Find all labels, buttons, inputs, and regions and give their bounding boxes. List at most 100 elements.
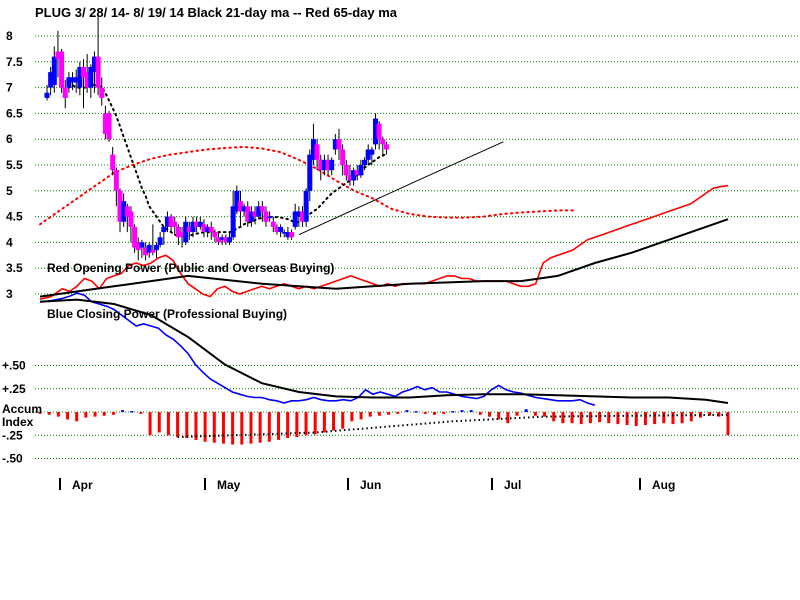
accum-bar — [56, 412, 60, 417]
trendline-path — [298, 141, 504, 236]
chart-title: PLUG 3/ 28/ 14- 8/ 19/ 14 Black 21-day m… — [35, 5, 398, 20]
candle-body — [91, 56, 97, 73]
price-tick-label: 3.5 — [6, 261, 23, 275]
accum-bar — [598, 412, 602, 423]
accum-bar — [350, 412, 354, 422]
price-tick-label: 8 — [6, 29, 13, 43]
accum-bar — [313, 412, 317, 435]
price-tick-label: 4 — [6, 235, 13, 249]
accum-bar — [359, 412, 363, 420]
accum-bar — [121, 410, 125, 412]
candle-body — [48, 72, 54, 88]
candle-body — [314, 144, 320, 160]
candle-body — [310, 139, 316, 160]
candle-body — [340, 149, 346, 165]
candle-body — [358, 165, 364, 176]
candle-body — [113, 170, 119, 191]
price-tick-label: 7 — [6, 81, 13, 95]
indicator-tick-label: -.50 — [2, 452, 23, 466]
accum-bar — [460, 410, 464, 412]
opening-power-label: Red Opening Power (Public and Overseas B… — [47, 261, 334, 275]
accum-bar — [726, 412, 730, 436]
accum-bar — [75, 412, 79, 422]
candle-body — [81, 66, 86, 78]
month-label: May — [217, 478, 241, 492]
accum-index-bars — [38, 409, 730, 445]
candle-body — [241, 206, 247, 212]
accum-bar — [607, 412, 611, 424]
candle-body — [347, 175, 353, 181]
candle-body — [128, 211, 134, 227]
candle-body — [318, 159, 324, 171]
opening-power-line — [39, 184, 729, 300]
candle-body — [216, 237, 222, 243]
candle-body — [274, 226, 280, 233]
accum-bar — [643, 412, 647, 426]
candle-body — [201, 224, 207, 233]
candle-body — [150, 250, 156, 253]
indicator-tick-label: +.50 — [2, 359, 26, 373]
y-tick-labels: 8 7.5 7 6.5 6 5.5 5 4.5 4 3.5 3 +.50 +.25 -.25 -.50 — [2, 29, 26, 466]
accum-bar — [698, 412, 702, 418]
price-tick-label: 3 — [6, 287, 13, 301]
candle-body — [95, 56, 101, 88]
candle-body — [164, 216, 170, 227]
accum-bar — [295, 412, 299, 438]
accum-bar — [717, 412, 721, 417]
ma21-line — [67, 83, 388, 238]
accum-bar — [487, 412, 491, 417]
accum-bar — [231, 412, 235, 445]
accum-bar — [533, 412, 537, 416]
price-tick-label: 6 — [6, 132, 13, 146]
price-tick-label: 7.5 — [6, 55, 23, 69]
accum-bar — [680, 412, 684, 424]
candle-body — [190, 221, 196, 233]
candle-body — [168, 216, 174, 227]
opening-power-path — [39, 184, 729, 300]
candle-body — [212, 232, 218, 238]
accum-bar — [166, 412, 170, 436]
candle-body — [154, 244, 159, 251]
candle-body — [362, 159, 368, 165]
candle-body — [175, 226, 181, 238]
candle-body — [365, 149, 371, 160]
accum-bar — [432, 412, 436, 415]
opening-power-ma-path — [39, 218, 729, 298]
candle-body — [77, 66, 83, 88]
accum-bar — [579, 412, 583, 425]
candle-body — [307, 154, 313, 191]
accum-bar — [708, 412, 712, 416]
accum-bar — [368, 412, 372, 417]
candle-body — [303, 190, 309, 222]
candle-body — [117, 190, 123, 222]
candle-body — [376, 123, 382, 140]
accum-bar — [634, 412, 638, 426]
candle-body — [227, 237, 232, 243]
candles — [44, 15, 389, 261]
candle-body — [135, 242, 141, 251]
accum-bar — [552, 412, 556, 422]
accum-label-2: Index — [2, 415, 34, 429]
candle-body — [248, 211, 254, 222]
candle-body — [234, 190, 240, 212]
accum-bar — [341, 412, 345, 429]
candle-body — [219, 237, 225, 240]
candle-body — [208, 226, 214, 233]
accum-bar — [203, 412, 207, 442]
candle-body — [351, 170, 357, 181]
accum-bar — [176, 412, 180, 438]
candle-body — [230, 206, 236, 238]
accum-bar — [249, 412, 253, 444]
accum-bar — [396, 412, 400, 414]
accum-bar — [387, 412, 391, 415]
accum-bar — [157, 412, 161, 433]
candle-body — [380, 139, 386, 145]
accum-bar — [304, 412, 308, 436]
accum-bar — [405, 410, 409, 412]
accum-bar — [277, 412, 281, 440]
accum-bar — [662, 412, 666, 424]
accum-bar — [524, 409, 528, 412]
accum-bar — [130, 411, 134, 413]
indicator-tick-label: +.25 — [2, 382, 26, 396]
